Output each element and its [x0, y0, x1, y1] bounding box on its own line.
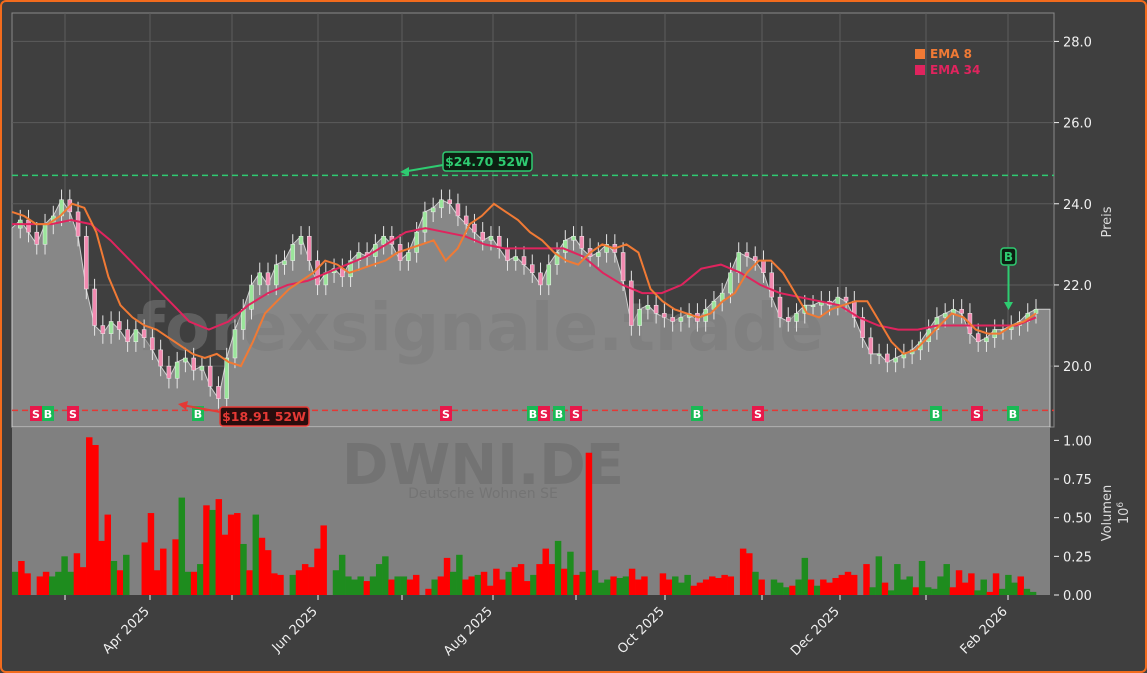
svg-text:B: B	[44, 408, 52, 421]
sell-signal-marker	[570, 406, 582, 421]
svg-text:Deutsche Wohnen SE: Deutsche Wohnen SE	[408, 486, 558, 502]
svg-text:B: B	[1009, 408, 1017, 421]
svg-text:S: S	[540, 408, 548, 421]
ema34-legend-label: EMA 34	[930, 63, 980, 77]
svg-text:DWNI.DE: DWNI.DE	[342, 433, 624, 498]
svg-text:24.0: 24.0	[1063, 198, 1092, 213]
svg-text:0.25: 0.25	[1063, 550, 1092, 565]
svg-text:S: S	[973, 408, 981, 421]
svg-text:S: S	[572, 408, 580, 421]
svg-text:B: B	[529, 408, 537, 421]
volume-scale-label: 106	[1116, 502, 1132, 525]
svg-text:B: B	[932, 408, 940, 421]
sell-signal-marker	[67, 406, 79, 421]
buy-signal-marker	[930, 406, 942, 421]
low-52w-annotation: $18.91 52W	[178, 401, 310, 427]
svg-text:22.0: 22.0	[1063, 279, 1092, 294]
high-52w-annotation: $24.70 52W	[400, 151, 533, 176]
svg-text:B: B	[693, 408, 701, 421]
svg-text:0.50: 0.50	[1063, 512, 1092, 527]
svg-text:20.0: 20.0	[1063, 360, 1092, 375]
legend: EMA 8 EMA 34	[915, 47, 980, 77]
sell-signal-marker	[971, 406, 983, 421]
buy-signal-marker	[192, 406, 204, 421]
price-axis-label: Preis	[1100, 206, 1115, 237]
svg-text:S: S	[754, 408, 762, 421]
svg-text:B: B	[555, 408, 563, 421]
volume-watermark: DWNI.DE Deutsche Wohnen SE	[342, 433, 624, 502]
price-y-axis: 20.0 22.0 24.0 26.0 28.0	[1054, 35, 1092, 375]
ema8-legend-swatch	[915, 49, 925, 59]
svg-text:B: B	[194, 408, 202, 421]
sell-signal-marker	[30, 406, 42, 421]
x-axis: Apr 2025 Jun 2025 Aug 2025 Oct 2025 Dec 2025…	[64, 595, 1011, 659]
x-tick-label: Apr 2025	[100, 604, 153, 657]
volume-y-axis: 0.00 0.25 0.50 0.75 1.00	[1054, 434, 1092, 604]
buy-signal-marker	[691, 406, 703, 421]
buy-signal-marker	[1007, 406, 1019, 421]
svg-text:28.0: 28.0	[1063, 35, 1092, 50]
buy-signal-marker	[527, 406, 539, 421]
svg-text:B: B	[1004, 250, 1013, 264]
svg-text:0.00: 0.00	[1063, 589, 1092, 604]
latest-buy-annotation: B	[1000, 247, 1017, 310]
x-tick-label: Dec 2025	[788, 604, 843, 659]
ema8-line	[11, 202, 1037, 368]
volume-bars	[12, 437, 1037, 595]
svg-text:S: S	[442, 408, 450, 421]
volume-axis-label: Volumen	[1100, 485, 1115, 542]
svg-text:1.00: 1.00	[1063, 434, 1092, 449]
svg-text:S: S	[69, 408, 77, 421]
buy-signal-marker	[553, 406, 565, 421]
high-52w-label: $24.70 52W	[445, 154, 529, 169]
sell-signal-marker	[538, 406, 550, 421]
x-tick-label: Aug 2025	[441, 604, 496, 659]
ema34-legend-swatch	[915, 65, 925, 75]
x-tick-label: Jun 2025	[269, 604, 321, 656]
svg-text:0.75: 0.75	[1063, 473, 1092, 488]
ema-lines	[11, 202, 1037, 368]
svg-text:S: S	[32, 408, 40, 421]
svg-text:26.0: 26.0	[1063, 117, 1092, 132]
low-52w-label: $18.91 52W	[222, 409, 306, 424]
buy-signal-marker	[42, 406, 54, 421]
x-tick-label: Feb 2026	[958, 604, 1011, 657]
sell-signal-marker	[752, 406, 764, 421]
x-tick-label: Oct 2025	[615, 604, 668, 657]
ema34-line	[12, 218, 1037, 331]
sell-signal-marker	[440, 406, 452, 421]
ema8-legend-label: EMA 8	[930, 47, 972, 61]
